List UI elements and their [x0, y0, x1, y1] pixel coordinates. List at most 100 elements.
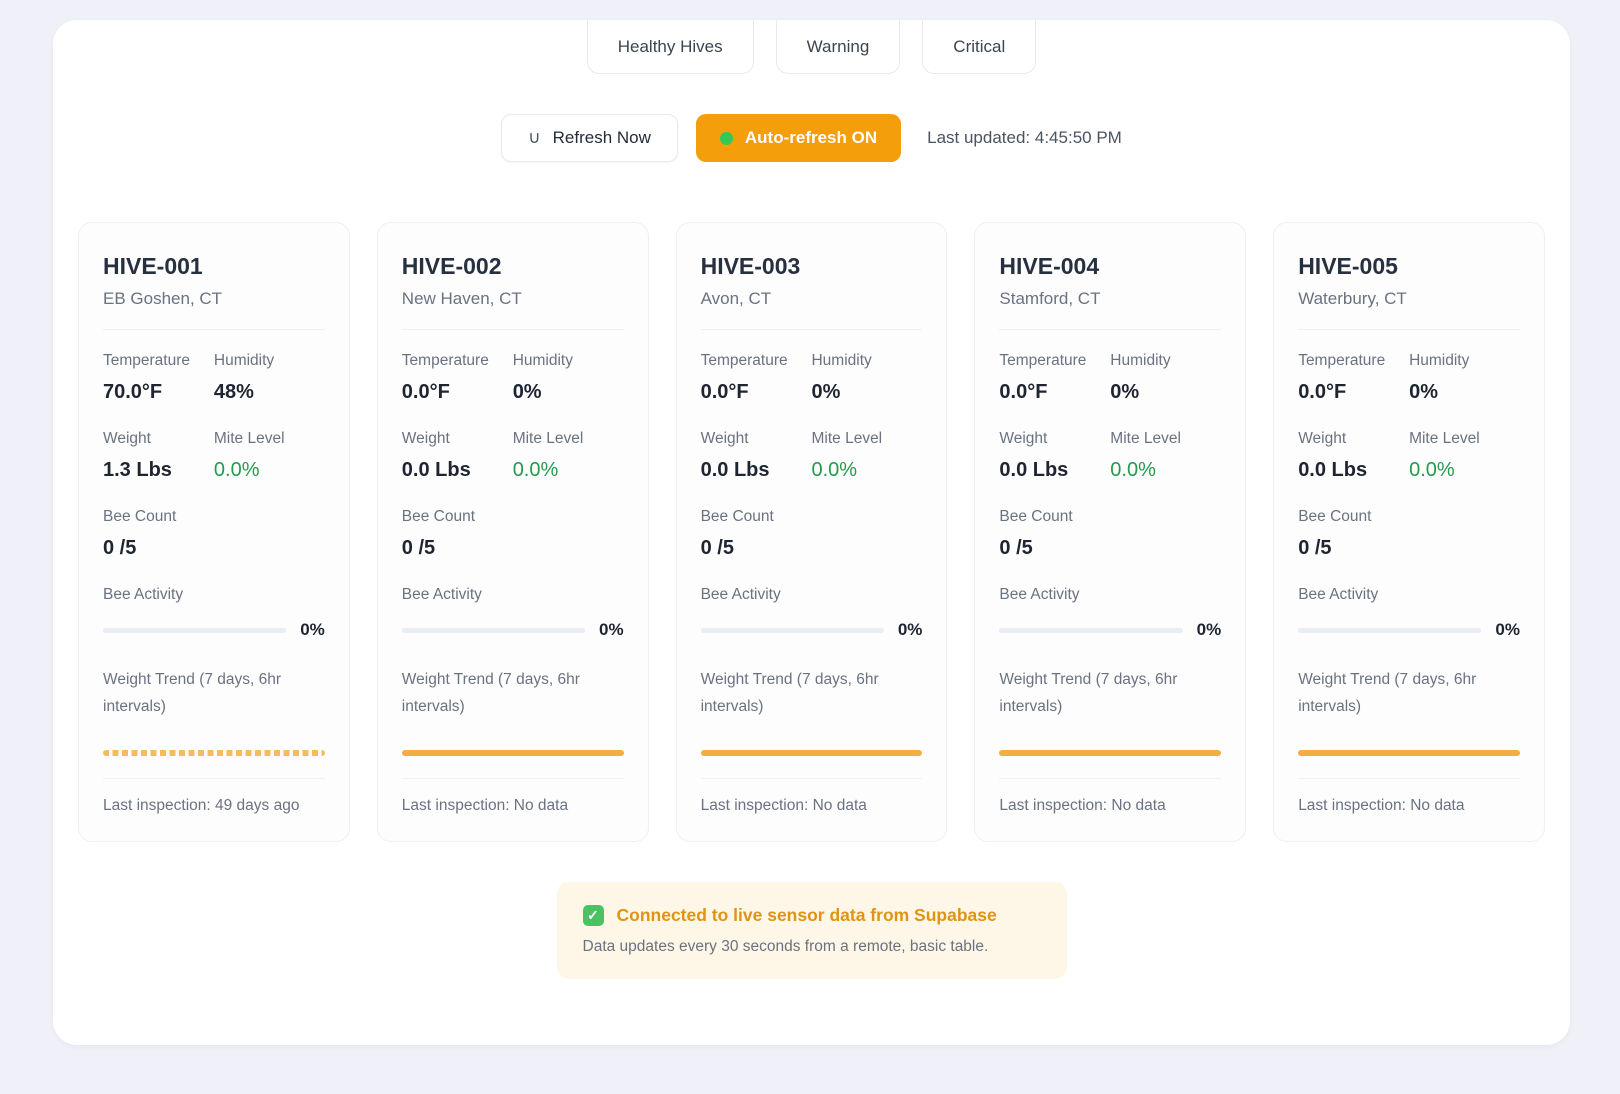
tab-healthy-hives[interactable]: Healthy Hives: [586, 20, 754, 74]
connection-banner: ✓ Connected to live sensor data from Sup…: [556, 882, 1067, 980]
connection-banner-title: Connected to live sensor data from Supab…: [616, 905, 997, 926]
bee-activity-progress-bar: [401, 627, 586, 633]
bee-activity-label: Bee Activity: [999, 586, 1080, 603]
bee-activity-percent: 0%: [897, 620, 923, 639]
divider: [700, 329, 923, 330]
temperature-metric: Temperature 70.0°F: [103, 352, 214, 404]
auto-refresh-label: Auto-refresh ON: [744, 128, 878, 147]
weight-metric: Weight 0.0 Lbs: [402, 430, 513, 482]
temperature-value: 0.0°F: [999, 381, 1048, 403]
check-icon: ✓: [582, 905, 604, 927]
bee-count-metric: Bee Count 0 /5: [999, 508, 1221, 560]
weight-trend-line: [1298, 750, 1520, 757]
humidity-value: 0%: [1110, 381, 1140, 403]
humidity-value: 0%: [1409, 381, 1438, 403]
temperature-label: Temperature: [999, 352, 1087, 369]
last-updated-text: Last updated: 4:45:50 PM: [927, 128, 1122, 147]
hive-card: HIVE-002 New Haven, CT Temperature 0.0°F…: [376, 222, 649, 843]
mite-level-metric: Mite Level 0.0%: [811, 430, 922, 482]
humidity-metric: Humidity 0%: [513, 352, 624, 404]
mite-level-metric: Mite Level 0.0%: [1110, 430, 1221, 482]
tab-warning[interactable]: Warning: [775, 20, 901, 74]
bee-count-metric: Bee Count 0 /5: [701, 508, 923, 560]
bee-count-metric: Bee Count 0 /5: [1298, 508, 1520, 560]
humidity-value: 0%: [512, 381, 542, 403]
temperature-metric: Temperature 0.0°F: [402, 352, 513, 404]
weight-trend-label: Weight Trend (7 days, 6hr intervals): [999, 671, 1178, 716]
humidity-metric: Humidity 0%: [1110, 352, 1221, 404]
bee-activity-progress-bar: [1298, 627, 1482, 633]
weight-metric: Weight 0.0 Lbs: [1298, 430, 1409, 482]
hive-cards: HIVE-001 EB Goshen, CT Temperature 70.0°…: [78, 222, 1545, 843]
dashboard-panel: Healthy Hives Warning Critical ∪ Refresh…: [53, 20, 1570, 1045]
weight-trend-line: [999, 750, 1222, 757]
bee-activity-progress-bar: [999, 627, 1183, 633]
hive-id: HIVE-003: [700, 253, 801, 279]
mite-level-value: 0.0%: [512, 459, 559, 481]
bee-count-value: 0 /5: [700, 537, 734, 559]
bee-count-value: 0 /5: [103, 537, 137, 559]
bee-activity-metric: Bee Activity 0%: [401, 586, 624, 640]
refresh-now-button[interactable]: ∪ Refresh Now: [501, 114, 678, 162]
hive-id: HIVE-005: [1298, 253, 1398, 279]
divider: [1298, 778, 1520, 780]
divider: [999, 778, 1222, 780]
mite-level-label: Mite Level: [1409, 430, 1480, 447]
bee-count-label: Bee Count: [700, 508, 774, 525]
weight-value: 0.0 Lbs: [401, 459, 471, 481]
bee-activity-percent: 0%: [1495, 620, 1520, 639]
hive-location: EB Goshen, CT: [103, 289, 223, 308]
hive-location: Avon, CT: [700, 289, 772, 308]
metrics-grid: Temperature 70.0°F Humidity 48% Weight 1…: [103, 352, 325, 482]
last-inspection-text: Last inspection: No data: [700, 797, 867, 815]
temperature-metric: Temperature 0.0°F: [1298, 352, 1409, 404]
humidity-label: Humidity: [1409, 352, 1470, 369]
temperature-value: 0.0°F: [700, 381, 749, 403]
hive-id: HIVE-002: [401, 253, 502, 279]
auto-refresh-toggle[interactable]: Auto-refresh ON: [695, 114, 902, 162]
connection-banner-subtitle: Data updates every 30 seconds from a rem…: [582, 938, 989, 956]
temperature-value: 70.0°F: [103, 381, 163, 403]
temperature-label: Temperature: [401, 352, 489, 369]
humidity-metric: Humidity 0%: [811, 352, 922, 404]
weight-trend-label: Weight Trend (7 days, 6hr intervals): [401, 671, 580, 716]
hive-location: Stamford, CT: [999, 289, 1101, 308]
weight-trend-line: [103, 750, 325, 757]
mite-level-label: Mite Level: [512, 430, 584, 447]
weight-metric: Weight 0.0 Lbs: [701, 430, 812, 482]
humidity-value: 0%: [811, 381, 841, 403]
bee-activity-bar-row: 0%: [700, 620, 923, 640]
bee-activity-label: Bee Activity: [401, 586, 482, 603]
weight-value: 0.0 Lbs: [999, 459, 1069, 481]
bee-activity-percent: 0%: [300, 620, 325, 639]
bee-count-label: Bee Count: [401, 508, 476, 525]
mite-level-label: Mite Level: [213, 430, 285, 447]
weight-label: Weight: [1298, 430, 1347, 447]
mite-level-metric: Mite Level 0.0%: [1409, 430, 1520, 482]
divider: [103, 329, 325, 330]
bee-activity-metric: Bee Activity 0%: [700, 586, 923, 640]
bee-activity-percent: 0%: [599, 620, 624, 639]
tab-critical[interactable]: Critical: [922, 20, 1037, 74]
weight-label: Weight: [401, 430, 450, 447]
bee-count-value: 0 /5: [999, 537, 1033, 559]
weight-trend-label: Weight Trend (7 days, 6hr intervals): [1298, 671, 1477, 716]
bee-count-label: Bee Count: [1298, 508, 1372, 525]
hive-location: New Haven, CT: [401, 289, 522, 308]
weight-value: 1.3 Lbs: [103, 459, 172, 481]
weight-label: Weight: [103, 430, 151, 447]
bee-count-label: Bee Count: [103, 508, 177, 525]
temperature-metric: Temperature 0.0°F: [999, 352, 1110, 404]
divider: [401, 778, 624, 780]
weight-metric: Weight 0.0 Lbs: [999, 430, 1110, 482]
metrics-grid: Temperature 0.0°F Humidity 0% Weight 0.0…: [402, 352, 624, 482]
mite-level-label: Mite Level: [811, 430, 883, 447]
bee-activity-label: Bee Activity: [1298, 586, 1379, 603]
divider: [700, 778, 923, 780]
bee-activity-metric: Bee Activity 0%: [999, 586, 1221, 640]
humidity-label: Humidity: [811, 352, 872, 369]
last-inspection-text: Last inspection: 49 days ago: [103, 797, 300, 815]
metrics-grid: Temperature 0.0°F Humidity 0% Weight 0.0…: [999, 352, 1221, 482]
bee-count-value: 0 /5: [1298, 537, 1332, 559]
temperature-label: Temperature: [103, 352, 191, 369]
